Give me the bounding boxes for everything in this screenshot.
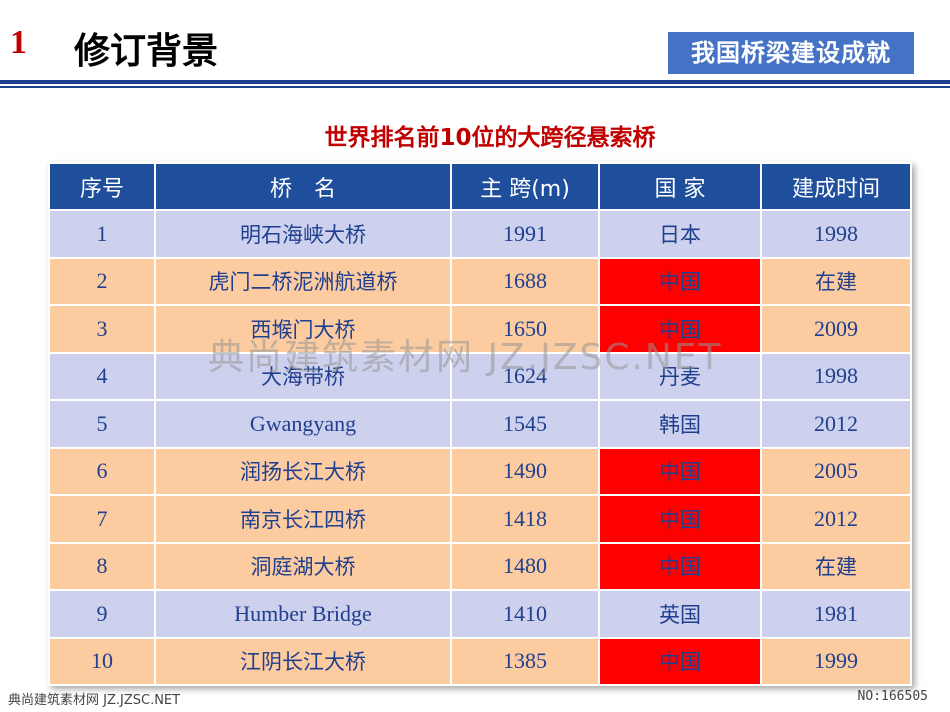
cell-year: 在建 [760,256,912,306]
table-row: 7 南京长江四桥 1418 中国 2012 [48,494,912,544]
cell-span: 1650 [450,304,600,354]
cell-span: 1480 [450,541,600,591]
cell-country: 中国 [598,541,762,591]
cell-span: 1688 [450,256,600,306]
column-header-country: 国 家 [598,162,762,211]
cell-no: 8 [48,541,156,591]
cell-no: 4 [48,351,156,401]
table-header-row: 序号 桥 名 主 跨(m) 国 家 建成时间 [48,162,912,211]
cell-no: 6 [48,446,156,496]
cell-no: 9 [48,589,156,639]
table-row: 2 虎门二桥泥洲航道桥 1688 中国 在建 [48,256,912,306]
bridge-ranking-table: 序号 桥 名 主 跨(m) 国 家 建成时间 1 明石海峡大桥 1991 日本 … [48,162,912,686]
cell-no: 1 [48,209,156,259]
cell-span: 1991 [450,209,600,259]
cell-year: 2009 [760,304,912,354]
column-header-span: 主 跨(m) [450,162,600,211]
cell-span: 1490 [450,446,600,496]
table-row: 10 江阴长江大桥 1385 中国 1999 [48,636,912,686]
cell-span: 1545 [450,399,600,449]
cell-name: 润扬长江大桥 [154,446,452,496]
table-row: 5 Gwangyang 1545 韩国 2012 [48,399,912,449]
table-row: 9 Humber Bridge 1410 英国 1981 [48,589,912,639]
footer-id: NO:166505 [857,689,928,704]
cell-year: 1998 [760,351,912,401]
cell-span: 1418 [450,494,600,544]
header-divider-thin [0,86,950,88]
cell-country: 韩国 [598,399,762,449]
header-divider-thick [0,80,950,84]
cell-name: 洞庭湖大桥 [154,541,452,591]
table-row: 8 洞庭湖大桥 1480 中国 在建 [48,541,912,591]
cell-name: Humber Bridge [154,589,452,639]
table-title: 世界排名前10位的大跨径悬索桥 [324,125,656,151]
table-row: 4 大海带桥 1624 丹麦 1998 [48,351,912,401]
cell-country: 中国 [598,494,762,544]
cell-country: 中国 [598,256,762,306]
section-badge: 我国桥梁建设成就 [668,32,914,74]
cell-name: Gwangyang [154,399,452,449]
cell-no: 7 [48,494,156,544]
cell-span: 1624 [450,351,600,401]
table-row: 6 润扬长江大桥 1490 中国 2005 [48,446,912,496]
cell-name: 江阴长江大桥 [154,636,452,686]
cell-no: 2 [48,256,156,306]
page-title: 修订背景 [74,31,219,72]
cell-name: 南京长江四桥 [154,494,452,544]
cell-no: 5 [48,399,156,449]
section-number: 1 [10,24,27,61]
footer-site-name: 典尚建筑素材网 JZ.JZSC.NET [8,693,181,708]
table-row: 3 西堠门大桥 1650 中国 2009 [48,304,912,354]
column-header-name: 桥 名 [154,162,452,211]
column-header-year: 建成时间 [760,162,912,211]
table-row: 1 明石海峡大桥 1991 日本 1998 [48,209,912,259]
cell-name: 西堠门大桥 [154,304,452,354]
cell-no: 10 [48,636,156,686]
cell-country: 丹麦 [598,351,762,401]
column-header-no: 序号 [48,162,156,211]
cell-country: 日本 [598,209,762,259]
cell-no: 3 [48,304,156,354]
cell-country: 中国 [598,446,762,496]
cell-year: 在建 [760,541,912,591]
cell-year: 1998 [760,209,912,259]
cell-year: 2012 [760,399,912,449]
cell-name: 虎门二桥泥洲航道桥 [154,256,452,306]
cell-country: 中国 [598,636,762,686]
cell-name: 明石海峡大桥 [154,209,452,259]
cell-country: 中国 [598,304,762,354]
cell-year: 1981 [760,589,912,639]
cell-span: 1385 [450,636,600,686]
watermark: 典尚建筑素材网 JZ.JZSC.NET [208,337,723,378]
cell-year: 1999 [760,636,912,686]
cell-name: 大海带桥 [154,351,452,401]
cell-year: 2005 [760,446,912,496]
cell-span: 1410 [450,589,600,639]
cell-country: 英国 [598,589,762,639]
cell-year: 2012 [760,494,912,544]
